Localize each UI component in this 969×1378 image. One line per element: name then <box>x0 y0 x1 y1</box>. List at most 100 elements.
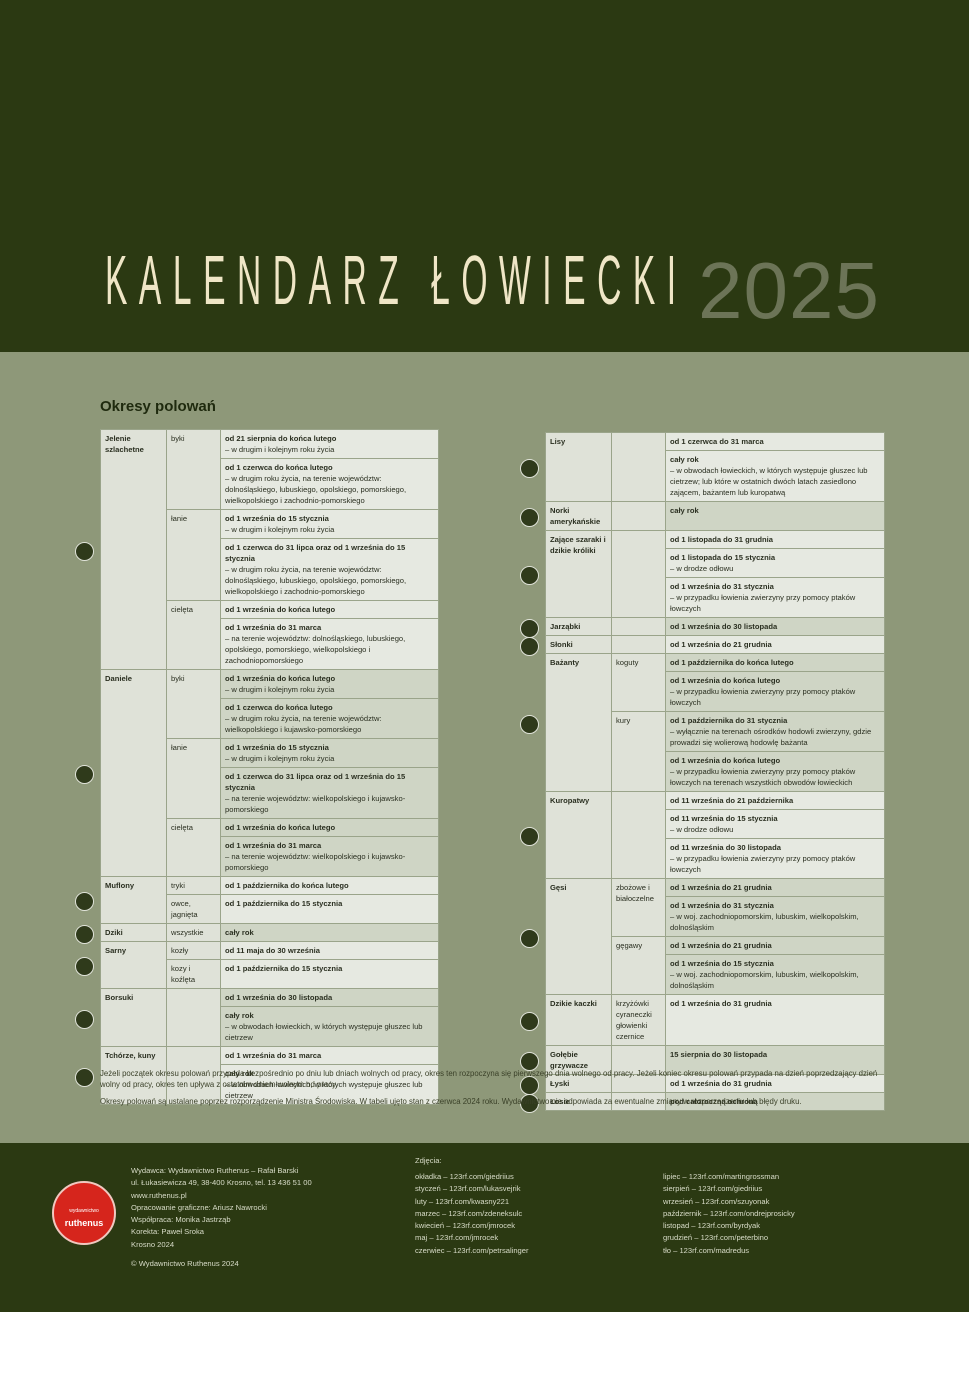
credit-line: grudzień – 123rf.com/peterbino <box>663 1233 769 1243</box>
period: od 1 października do 15 stycznia <box>225 964 343 973</box>
note: – w przypadku łowienia zwierzyny przy po… <box>670 854 856 874</box>
row: kury od 1 października do 31 stycznia – wy… <box>546 711 885 792</box>
period: od 1 października do końca lutego <box>225 881 349 890</box>
subgroup: łanie <box>166 509 221 601</box>
period: od 1 czerwca do 31 lipca oraz od 1 wrześ… <box>225 543 406 563</box>
row: Słonki od 1 września do 21 grudnia <box>520 635 885 656</box>
row: Jelenie szlachetne byki od 21 sierpnia do … <box>75 429 439 670</box>
period: od 1 czerwca do końca lutego <box>225 703 333 712</box>
period: od 1 września do 31 stycznia <box>670 901 774 910</box>
logo-top: wydawnictwo <box>69 1208 99 1214</box>
animal: Kuropatwy <box>520 791 612 879</box>
subgroup: krzyżówki cyraneczki głowienki czernice <box>611 994 666 1046</box>
subgroup <box>611 791 666 879</box>
period: od 1 września do 30 listopada <box>670 622 778 631</box>
note: – w drugim roku życia, na terenie wojewó… <box>225 565 407 596</box>
period: od 1 września do 31 grudnia <box>670 1079 772 1088</box>
credit-line: Krosno 2024 <box>131 1239 175 1249</box>
icon <box>75 957 94 976</box>
note: – w obwodach łowieckich, w których wystę… <box>670 466 868 497</box>
row: Dzikie kaczki krzyżówki cyraneczki głowie… <box>520 994 885 1046</box>
period-cell: od 1 czerwca do 31 lipca oraz od 1 wrześ… <box>220 538 439 601</box>
animal: Jarząbki <box>520 617 612 638</box>
row: od 1 czerwca do końca lutego – w drugim r… <box>101 698 439 739</box>
period-cell: od 1 października do 15 stycznia <box>220 959 439 989</box>
note: – wyłącznie na terenach ośrodków hodowli… <box>670 727 872 747</box>
animal: Daniele <box>75 669 167 877</box>
photos-right: lipiec – 123rf.com/martingrossman sierpie… <box>663 1171 795 1257</box>
row: od 1 czerwca do 31 lipca oraz od 1 wrześ… <box>101 538 439 601</box>
animal: Norki amerykańskie <box>520 501 612 531</box>
period-cell: od 1 września do 31 grudnia <box>665 994 885 1046</box>
period: cały rok <box>670 506 699 515</box>
subgroup: zbożowe i białoczelne <box>611 878 666 937</box>
subgroup: kozy i koźlęta <box>166 959 221 989</box>
period-cell: od 1 września do końca lutego – w przypad… <box>665 671 885 712</box>
animal: Bażanty <box>520 653 612 792</box>
row: Lisy od 1 czerwca do 31 marca <box>520 432 885 502</box>
row: cały rok – w obwodach łowieckich, w który… <box>546 450 885 502</box>
logo: wydawnictwo ruthenus <box>52 1181 116 1245</box>
icon <box>75 541 94 561</box>
animal: Jelenie szlachetne <box>75 429 167 670</box>
subgroup: tryki <box>166 876 221 895</box>
subgroup: owce, jagnięta <box>166 894 221 924</box>
note: – w drodze odłowu <box>670 825 734 834</box>
row: Jarząbki od 1 września do 30 listopada <box>520 617 885 638</box>
note: – na terenie województw: wielkopolskiego… <box>225 794 406 814</box>
period: od 1 października do 31 stycznia <box>670 716 788 725</box>
row: Tchórze, kuny od 1 września do 31 marca <box>75 1046 439 1105</box>
credit-line: Współpraca: Monika Jastrząb <box>131 1215 231 1225</box>
period-cell: od 1 czerwca do końca lutego – w drugim r… <box>220 458 439 510</box>
note: – w drugim i kolejnym roku życia <box>225 445 335 454</box>
period-cell: od 1 września do 15 stycznia – w woj. zac… <box>665 954 885 995</box>
subgroup: cielęta <box>166 818 221 877</box>
period: od 11 maja do 30 września <box>225 946 320 955</box>
period: od 1 września do 15 stycznia <box>225 514 329 523</box>
note: – w przypadku łowienia zwierzyny przy po… <box>670 767 856 787</box>
credit-line: sierpień – 123rf.com/giedriius <box>663 1184 763 1194</box>
period-cell: 15 sierpnia do 30 listopada <box>665 1045 885 1075</box>
note: – w drugim i kolejnym roku życia <box>225 754 335 763</box>
credit-line: luty – 123rf.com/kwasny221 <box>415 1196 510 1206</box>
period-cell: od 1 września do końca lutego <box>220 818 439 837</box>
note-paragraph: Jeżeli początek okresu polowań przypada … <box>100 1069 878 1089</box>
right-table: Lisy od 1 czerwca do 31 marca cały rok – w … <box>520 432 885 1113</box>
subgroup <box>611 530 666 618</box>
note: – w drodze odłowu <box>670 564 734 573</box>
period-cell: od 1 października do 15 stycznia <box>220 894 439 924</box>
icon <box>520 566 539 585</box>
row: Łosie pod całoroczną ochroną <box>520 1092 885 1113</box>
period: cały rok <box>225 1011 254 1020</box>
row: cały rok – w obwodach łowieckich, w który… <box>101 1064 439 1105</box>
credit-line: lipiec – 123rf.com/martingrossman <box>663 1172 780 1181</box>
subgroup: koguty <box>611 653 666 712</box>
icon <box>75 765 94 784</box>
subgroup: kury <box>611 711 666 792</box>
animal: Zające szaraki i dzikie króliki <box>520 530 612 618</box>
section-title: Okresy polowań <box>100 398 216 415</box>
credit-line: styczeń – 123rf.com/lukasvejrik <box>415 1184 521 1194</box>
copyright: © Wydawnictwo Ruthenus 2024 <box>131 1259 239 1268</box>
animal: Lisy <box>520 432 612 502</box>
icon <box>520 508 539 527</box>
subgroup: wszystkie <box>166 923 221 942</box>
animal: Dziki <box>75 923 167 944</box>
row: cielęta od 1 września do końca lutego <box>101 818 439 877</box>
note: – w obwodach łowieckich, w których wystę… <box>225 1022 423 1042</box>
header: KALENDARZ ŁOWIECKI 2025 <box>0 0 969 352</box>
subgroup: cielęta <box>166 600 221 670</box>
left-table: Jelenie szlachetne byki od 21 sierpnia do … <box>75 429 439 1105</box>
row: od 1 września do końca lutego – w przypad… <box>546 671 885 712</box>
credit-line: Korekta: Paweł Sroka <box>131 1227 205 1237</box>
period: od 1 listopada do 15 stycznia <box>670 553 776 562</box>
period-cell: od 1 listopada do 31 grudnia <box>665 530 885 549</box>
note: – na terenie województw: wielkopolskiego… <box>225 852 406 872</box>
period-cell: od 1 października do końca lutego <box>665 653 885 672</box>
period-cell: cały rok – w obwodach łowieckich, w który… <box>665 450 885 502</box>
row: Gęsi zbożowe i białoczelne od 1 września d… <box>520 878 885 995</box>
note: – w drugim roku życia, na terenie wojewó… <box>225 474 407 505</box>
period: od 11 września do 15 stycznia <box>670 814 778 823</box>
animal: Dzikie kaczki <box>520 994 612 1046</box>
